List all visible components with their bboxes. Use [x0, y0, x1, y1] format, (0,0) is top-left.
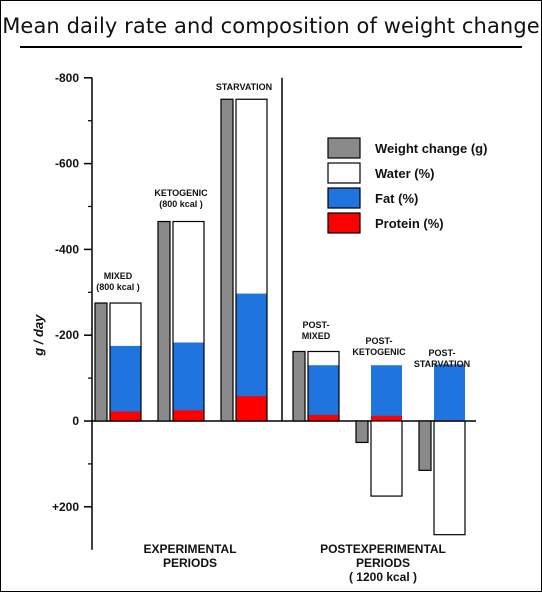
protein-bar	[308, 414, 339, 421]
stack-outline	[433, 420, 466, 536]
chart-title: Mean daily rate and composition of weigh…	[2, 14, 540, 38]
group-label: KETOGENIC	[154, 188, 208, 198]
weight-change-bar	[94, 302, 108, 422]
weight-change-bar	[157, 220, 171, 422]
fat-bar	[173, 342, 204, 421]
fat-bar	[110, 345, 141, 421]
weight-change-bar	[418, 420, 432, 471]
stack-outline	[172, 220, 205, 422]
group-label: POST-	[365, 336, 392, 346]
period-label: PERIODS	[356, 556, 410, 570]
stack-outline	[370, 420, 403, 497]
period-label: EXPERIMENTAL	[143, 542, 236, 556]
stack-outline	[235, 98, 268, 422]
group-label: POST-	[302, 320, 329, 330]
weight-change-bar	[355, 420, 369, 444]
group-label: (800 kcal )	[96, 282, 140, 292]
y-tick-label: +200	[52, 500, 79, 514]
period-label: PERIODS	[163, 556, 217, 570]
fat-bar	[308, 365, 339, 421]
legend-label-water: Water (%)	[375, 166, 434, 181]
protein-bar	[173, 410, 204, 421]
period-label: POSTEXPERIMENTAL	[320, 542, 446, 556]
y-tick-label: -800	[55, 71, 79, 85]
weight-change-bar	[292, 350, 306, 422]
protein-bar	[371, 415, 402, 421]
group-label: (800 kcal )	[159, 199, 203, 209]
protein-bar	[236, 396, 267, 421]
group-label: STARVATION	[216, 82, 272, 92]
title-underline	[20, 46, 522, 48]
stack-outline	[307, 350, 340, 422]
period-label: ( 1200 kcal )	[349, 570, 417, 584]
y-axis-label: g / day	[31, 314, 46, 357]
y-tick-label: -600	[55, 157, 79, 171]
legend-label-weight: Weight change (g)	[375, 141, 487, 156]
legend-swatch-weight	[327, 137, 361, 159]
group-label: POST-	[428, 348, 455, 358]
legend-swatch-fat	[327, 187, 361, 209]
legend-label-protein: Protein (%)	[375, 216, 444, 231]
legend-swatch-protein	[327, 212, 361, 234]
protein-bar	[110, 411, 141, 421]
group-label: KETOGENIC	[352, 347, 406, 357]
legend-swatch-water	[327, 162, 361, 184]
water-bar	[434, 421, 465, 535]
stack-outline	[109, 302, 142, 422]
y-tick-label: 0	[72, 414, 79, 428]
weight-change-bar	[220, 98, 234, 422]
water-bar	[371, 421, 402, 497]
fat-bar	[371, 365, 402, 421]
group-label: MIXED	[104, 271, 133, 281]
group-label: MIXED	[302, 331, 331, 341]
fat-bar	[434, 364, 465, 421]
legend-label-fat: Fat (%)	[375, 191, 418, 206]
y-tick-label: -400	[55, 242, 79, 256]
group-label: STARVATION	[414, 359, 470, 369]
y-tick-label: -200	[55, 328, 79, 342]
